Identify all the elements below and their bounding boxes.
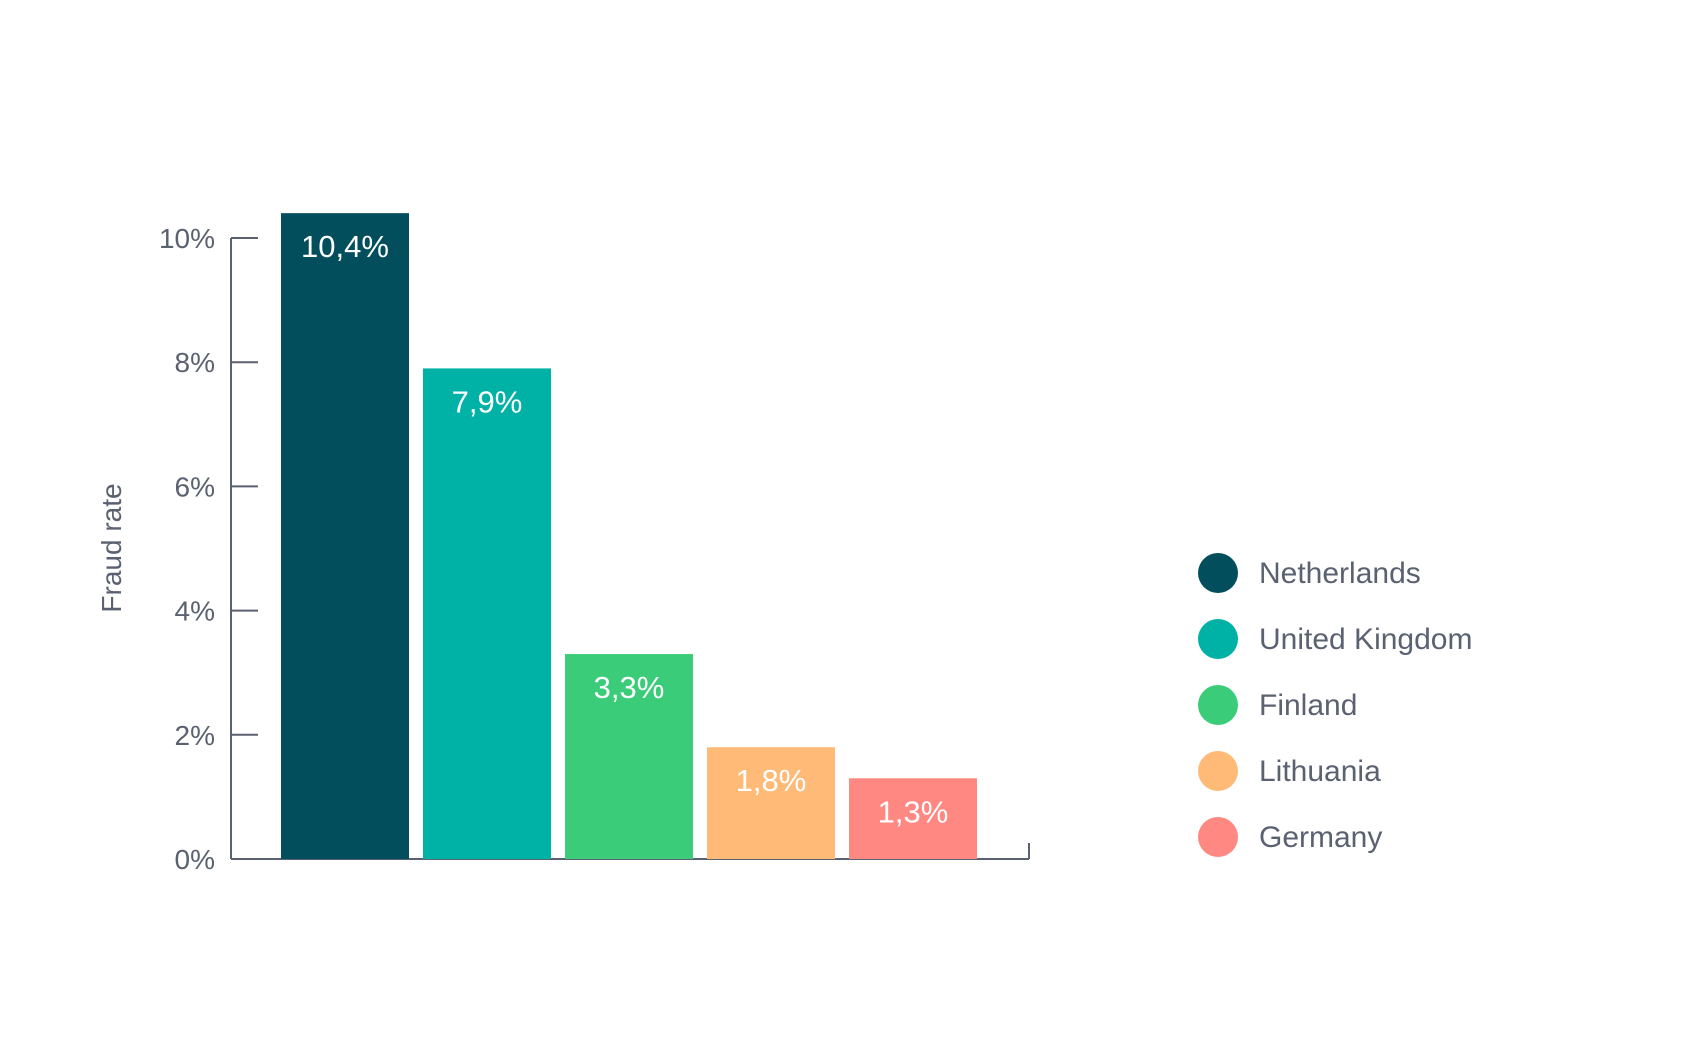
data-label: 7,9% [452,384,523,419]
y-axis-label: Fraud rate [96,483,127,612]
y-tick-label: 4% [175,596,215,627]
legend-swatch [1198,751,1238,791]
legend-swatch [1198,619,1238,659]
bar-lithuania [707,747,835,859]
bar-united-kingdom [423,368,551,859]
data-label: 1,8% [736,763,807,798]
legend-swatch [1198,817,1238,857]
legend: Netherlands United Kingdom Finland Lithuani… [1198,553,1472,857]
bar-germany [849,778,977,859]
data-labels: 10,4% 7,9% 3,3% 1,8% 1,3% [301,229,948,829]
y-tick-label: 10% [159,223,215,254]
y-tick-label: 6% [175,471,215,502]
data-label: 10,4% [301,229,389,264]
data-label: 1,3% [878,794,949,829]
legend-label: United Kingdom [1259,623,1472,656]
legend-label: Germany [1259,821,1382,854]
data-label: 3,3% [594,670,665,705]
legend-label: Lithuania [1259,755,1381,788]
y-tick-label: 0% [175,844,215,875]
legend-swatch [1198,553,1238,593]
bar-netherlands [281,213,409,859]
axes: 0% 2% 4% 6% 8% 10% [159,223,1030,875]
legend-label: Netherlands [1259,557,1421,590]
bars [281,213,977,859]
y-tick-label: 8% [175,347,215,378]
bar-finland [565,654,693,859]
y-tick-label: 2% [175,720,215,751]
legend-label: Finland [1259,689,1357,722]
legend-swatch [1198,685,1238,725]
